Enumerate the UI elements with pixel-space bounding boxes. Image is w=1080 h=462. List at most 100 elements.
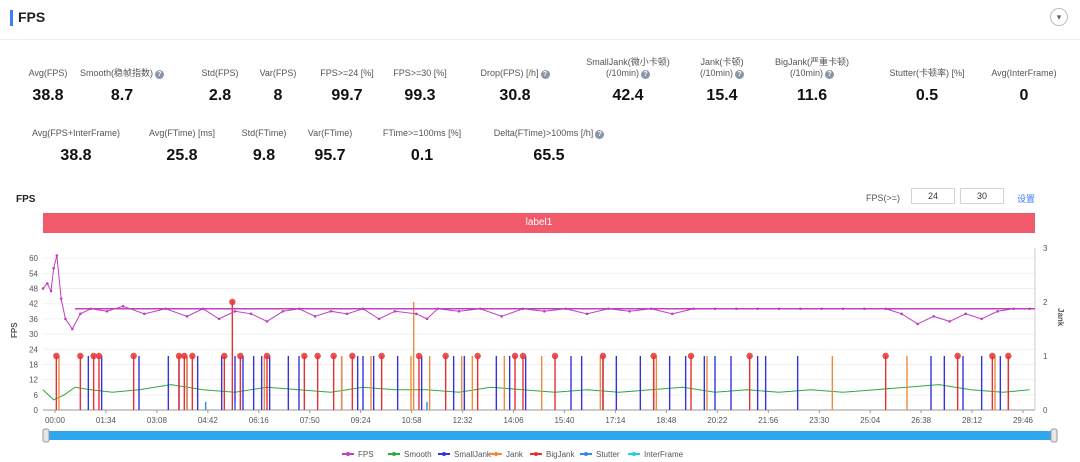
legend-label[interactable]: Smooth [404,450,432,459]
help-icon[interactable]: ? [595,130,605,139]
metric-value: 99.7 [331,87,363,104]
big-jank-bar-marker [989,352,996,360]
big-jank-bar-marker [237,352,244,360]
metric-row1-2: Std(FPS) 2.8 [160,68,280,105]
metric-value: 25.8 [166,147,198,164]
metric-value: 15.4 [706,87,738,104]
metric-row2-0: Avg(FPS+InterFrame) 38.8 [16,128,136,165]
y-tick-label: 54 [29,269,38,278]
legend-label[interactable]: FPS [358,450,374,459]
big-jank-bar-marker [599,352,607,360]
y2-tick-label: 3 [1043,244,1048,253]
legend-swatch-dot [534,452,538,456]
legend-label[interactable]: InterFrame [644,450,684,459]
metric-value: 38.8 [60,147,92,164]
fps-point [521,307,525,311]
big-jank-bar-marker [95,352,103,360]
x-tick-label: 17:14 [605,416,626,425]
metric-label-text: FTime>=100ms [%] [382,128,462,138]
metric-row2-4: FTime>=100ms [%] 0.1 [362,128,482,165]
metric-row2-3: Var(FTime) 95.7 [270,128,390,165]
threshold-input-2[interactable] [960,188,1004,204]
fps-point [164,307,167,311]
metric-label-text: Smooth(稳帧指数) [79,68,153,78]
metric-label-text: Drop(FPS) [/h] [480,68,539,78]
metric-row1-3: Var(FPS) 8 [218,68,338,105]
fps-point [500,315,503,318]
fps-point [201,307,205,311]
metric-value: 42.4 [612,87,644,104]
big-jank-bar-marker [90,352,97,360]
zoom-handle-right[interactable] [1050,428,1058,443]
x-tick-label: 09:24 [351,416,372,425]
metric-label: FPS>=24 [%] [287,68,407,79]
big-jank-bar-marker [650,352,657,360]
fps-point [297,307,301,311]
metric-label-text: Jank(卡顿) [700,57,744,67]
y2-tick-label: 1 [1043,352,1048,361]
legend-label[interactable]: Jank [506,450,524,459]
metric-value: 11.6 [796,87,828,104]
legend-label[interactable]: BigJank [546,450,575,459]
metric-row1-4: FPS>=24 [%] 99.7 [287,68,407,105]
fps-point [543,309,546,313]
x-tick-label: 01:34 [96,416,117,425]
metric-label: Avg(FPS) [0,68,108,79]
fps-point [457,309,461,313]
help-icon[interactable]: ? [641,70,650,79]
fps-point [820,307,823,311]
metric-row2-5: Delta(FTime)>100ms [/h]? 65.5 [489,128,609,165]
threshold-input-1[interactable] [911,188,955,204]
metric-label-text: Std(FPS) [201,68,239,78]
fps-point [52,266,55,270]
help-icon[interactable]: ? [540,70,550,79]
x-tick-label: 25:04 [860,416,881,425]
metric-label: Std(FPS) [160,68,280,79]
apply-threshold-button[interactable]: 设置 [1017,194,1036,204]
fps-point [49,289,53,293]
metric-value: 0.5 [915,87,939,104]
metric-value: 2.8 [208,87,232,104]
y2-tick-label: 2 [1043,298,1048,307]
fps-point [628,309,631,313]
big-jank-bar-marker [349,352,356,360]
fps-point [900,312,903,316]
legend-label[interactable]: SmallJank [454,450,492,459]
x-tick-label: 00:00 [45,416,66,425]
big-jank-bar-marker [189,352,196,360]
fps-point [948,320,951,323]
fps-point [884,307,887,311]
big-jank-bar-marker [882,352,889,360]
metric-label-text: FPS>=24 [%] [320,68,374,78]
fps-point [425,317,429,321]
metric-label-text: BigJank(严重卡顿) [774,57,849,67]
section-header: FPS ▾ [0,0,1080,38]
y-tick-label: 0 [34,406,39,415]
chevron-down-icon[interactable]: ▾ [1050,8,1068,26]
fps-point [361,307,365,311]
metric-label: BigJank(严重卡顿) (/10min)? [752,57,872,79]
threshold-label: FPS(>=) [866,193,901,203]
metric-value: 9.8 [252,147,276,164]
zoom-handle-left[interactable] [42,428,50,443]
fps-point [121,304,125,308]
y-tick-label: 12 [29,376,38,385]
x-tick-label: 07:50 [300,416,321,425]
big-jank-bar-marker [442,352,449,360]
help-icon[interactable]: ? [735,70,744,79]
big-jank-bar-high-marker [229,298,236,306]
fps-point [863,307,866,311]
big-jank-bar-marker [301,352,308,360]
big-jank-bar-marker [1005,352,1012,360]
help-icon[interactable]: ? [825,70,834,79]
metric-row1-8: Jank(卡顿) (/10min)? 15.4 [662,57,782,105]
metric-value: 99.3 [404,87,436,104]
metric-row1-9: BigJank(严重卡顿) (/10min)? 11.6 [752,57,872,105]
metric-value: 95.7 [314,147,346,164]
legend-label[interactable]: Stutter [596,450,620,459]
fps-point [313,315,317,318]
help-icon[interactable]: ? [155,70,164,79]
metric-value: 8 [273,87,283,104]
x-tick-label: 06:16 [249,416,270,425]
metric-label-text: Var(FTime) [307,128,353,138]
